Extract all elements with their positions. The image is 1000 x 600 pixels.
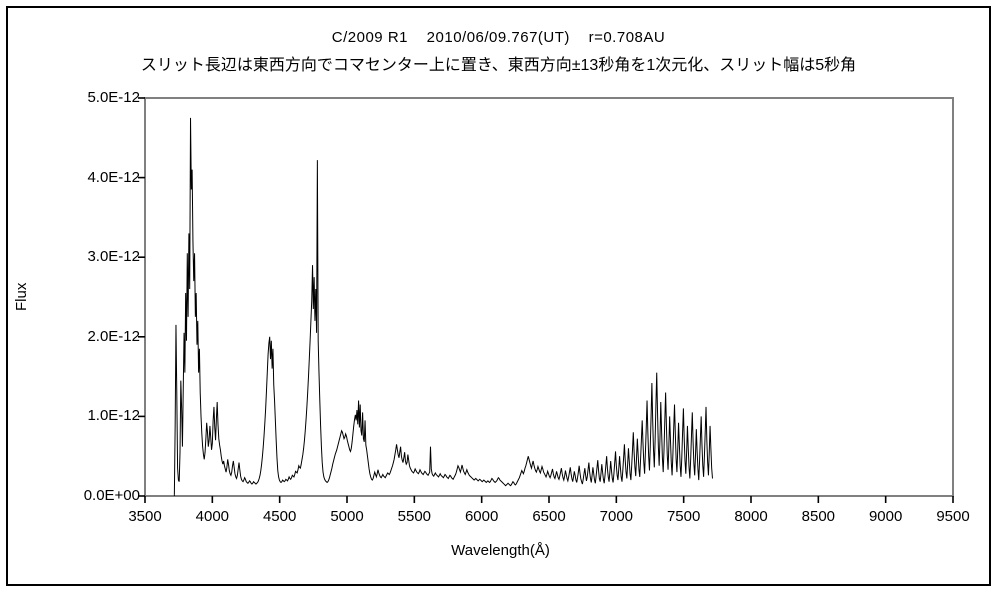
y-tick-label: 3.0E-12 [87, 248, 140, 266]
y-axis-tick-labels: 0.0E+00 1.0E-12 2.0E-12 3.0E-12 4.0E-12 5.0E-… [50, 8, 140, 588]
x-tick-label: 8000 [734, 508, 768, 525]
y-tick-label: 4.0E-12 [87, 168, 140, 186]
y-tick-label: 1.0E-12 [87, 407, 140, 425]
x-tick-label: 5500 [397, 508, 432, 525]
figure-frame: C/2009 R1 2010/06/09.767(UT) r=0.708AU ス… [6, 6, 991, 586]
x-tick-label: 6500 [532, 508, 566, 525]
y-axis-title: Flux [13, 282, 30, 311]
plot-area: 0.0E+00 1.0E-12 2.0E-12 3.0E-12 4.0E-12 5.0E-… [8, 8, 993, 588]
x-tick-label: 8500 [801, 508, 836, 525]
x-tick-label: 7000 [599, 508, 634, 525]
chart-title-line2: スリット長辺は東西方向でコマセンター上に置き、東西方向±13秒角を1次元化、スリ… [140, 57, 857, 74]
x-tick-label: 6000 [464, 508, 499, 525]
chart-title-line1: C/2009 R1 2010/06/09.767(UT) r=0.708AU [331, 29, 666, 46]
chart-title-block: C/2009 R1 2010/06/09.767(UT) r=0.708AU ス… [8, 28, 989, 78]
x-tick-label: 9000 [868, 508, 903, 525]
x-tick-label: 5000 [330, 508, 364, 525]
x-tick-label: 7500 [666, 508, 701, 525]
spectrum-trace [173, 117, 713, 495]
x-tick-label: 3500 [128, 508, 162, 525]
y-tick-label: 0.0E+00 [83, 487, 140, 504]
y-tick-label: 2.0E-12 [87, 327, 140, 345]
spectrum-svg [138, 97, 954, 503]
x-tick-label: 4000 [195, 508, 230, 525]
x-axis-title: Wavelength(Å) [451, 542, 550, 559]
x-axis-tick-labels: 3500 4000 4500 5000 5500 6000 6500 7000 7500 8000… [8, 8, 993, 588]
x-tick-label: 9500 [936, 508, 970, 525]
y-tick-label: 5.0E-12 [87, 89, 140, 106]
x-tick-label: 4500 [262, 508, 297, 525]
